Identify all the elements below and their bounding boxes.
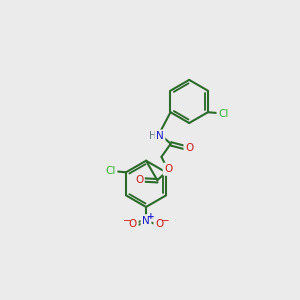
- Text: N: N: [156, 131, 164, 141]
- Text: +: +: [147, 212, 154, 221]
- Text: N: N: [142, 216, 150, 226]
- Text: O: O: [164, 164, 172, 174]
- Text: −: −: [161, 216, 170, 226]
- Text: Cl: Cl: [218, 109, 228, 119]
- Text: H: H: [148, 131, 156, 141]
- Text: −: −: [122, 216, 131, 226]
- Text: O: O: [185, 143, 193, 153]
- Text: Cl: Cl: [106, 166, 116, 176]
- Text: O: O: [135, 175, 143, 185]
- Text: O: O: [129, 219, 137, 229]
- Text: O: O: [155, 219, 163, 229]
